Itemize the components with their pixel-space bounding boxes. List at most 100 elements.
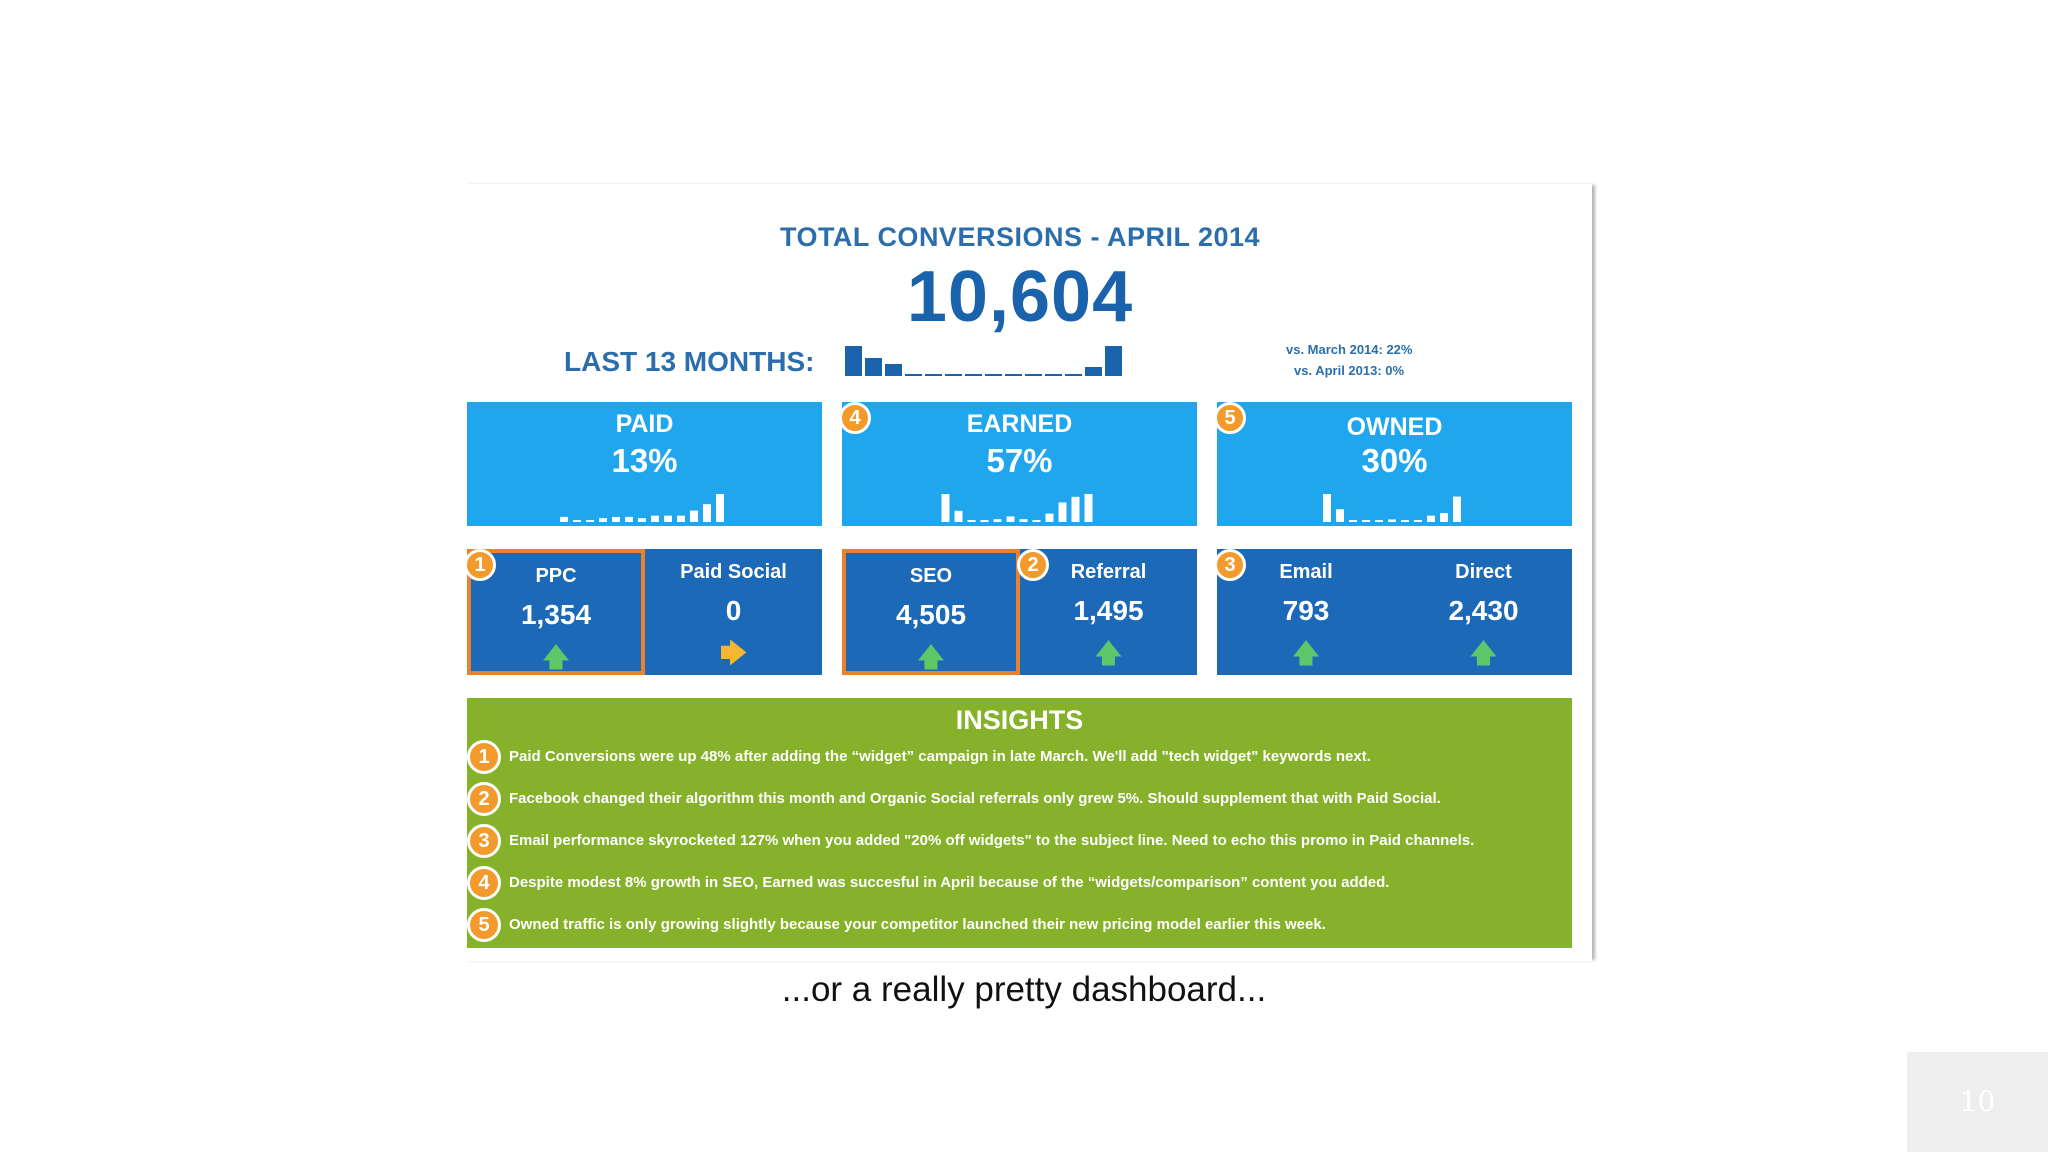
spark-bar	[1362, 520, 1370, 522]
insight-badge: 5	[467, 908, 501, 942]
spark-bar	[1349, 520, 1357, 522]
panel-owned: OWNED 30%	[1217, 402, 1572, 526]
spark-bar	[1440, 513, 1448, 522]
panel-earned-sparkline	[941, 494, 1093, 522]
month-bar	[1025, 374, 1042, 376]
spark-bar	[1401, 520, 1409, 522]
last-13-months-sparkline	[845, 346, 1122, 376]
spark-bar	[599, 518, 607, 522]
spark-bar	[954, 510, 963, 522]
badge-3: 3	[1214, 549, 1246, 581]
month-bar	[885, 364, 902, 376]
insight-text: Email performance skyrocketed 127% when …	[509, 832, 1475, 849]
metric-direct-value: 2,430	[1448, 595, 1519, 626]
metric-ppc-label: PPC	[535, 565, 577, 587]
up-arrow-icon: 🡅	[542, 642, 570, 672]
up-arrow-icon: 🡅	[1095, 638, 1122, 668]
month-bar	[945, 374, 962, 376]
spark-bar	[993, 519, 1002, 522]
spark-bar	[625, 516, 633, 522]
insight-badge: 3	[467, 824, 501, 858]
panel-earned: EARNED 57%	[842, 402, 1197, 526]
badge-5: 5	[1214, 402, 1246, 434]
spark-bar	[586, 520, 594, 522]
insight-badge: 4	[467, 866, 501, 900]
badge-1: 1	[464, 549, 496, 581]
spark-bar	[980, 520, 989, 522]
metric-email-label: Email	[1279, 561, 1333, 583]
spark-bar	[1375, 520, 1383, 522]
page-number: 10	[1907, 1052, 2048, 1152]
spark-bar	[560, 516, 568, 522]
metric-referral-value: 1,495	[1073, 595, 1144, 626]
spark-bar	[1045, 513, 1054, 522]
panel-owned-title: OWNED	[1346, 413, 1443, 441]
panel-earned-title: EARNED	[966, 410, 1073, 438]
insight-text: Facebook changed their algorithm this mo…	[509, 790, 1441, 807]
insights-title: INSIGHTS	[955, 705, 1084, 735]
month-bar	[985, 374, 1002, 376]
dashboard-title: TOTAL CONVERSIONS - APRIL 2014	[779, 222, 1261, 252]
spark-bar	[1336, 509, 1344, 522]
spark-bar	[1071, 496, 1080, 522]
spark-bar	[967, 520, 976, 522]
spark-bar	[651, 515, 659, 522]
month-bar	[1065, 374, 1082, 376]
spark-bar	[1032, 520, 1041, 522]
compare-march: vs. March 2014: 22%	[1286, 342, 1413, 357]
panel-earned-percent: 57%	[986, 442, 1053, 479]
metric-ppc: PPC 1,354 🡅	[467, 549, 645, 675]
metric-paid-social-label: Paid Social	[680, 561, 787, 583]
insight-badge: 2	[467, 782, 501, 816]
badge-4: 4	[839, 402, 871, 434]
spark-bar	[664, 515, 672, 522]
panel-paid-percent: 13%	[611, 442, 678, 479]
month-bar	[1005, 374, 1022, 376]
spark-bar	[1427, 515, 1435, 522]
total-conversions: 10,604	[906, 257, 1134, 337]
panel-paid-title: PAID	[615, 410, 674, 438]
month-bar	[1045, 374, 1062, 376]
spark-bar	[1019, 519, 1028, 522]
spark-bar	[1414, 520, 1422, 522]
dashboard-image: TOTAL CONVERSIONS - APRIL 2014 10,604 LA…	[462, 184, 1592, 961]
spark-bar	[716, 494, 724, 522]
metric-seo-value: 4,505	[895, 599, 967, 630]
metric-seo: SEO 4,505 🡅	[842, 549, 1020, 675]
spark-bar	[1006, 516, 1015, 522]
up-arrow-icon: 🡅	[917, 642, 945, 672]
spark-bar	[690, 510, 698, 522]
month-bar	[865, 358, 882, 376]
metric-direct-label: Direct	[1455, 561, 1512, 583]
metric-paid-social: Paid Social 0 🡆	[645, 549, 822, 675]
compare-april: vs. April 2013: 0%	[1294, 363, 1405, 378]
up-arrow-icon: 🡅	[1470, 638, 1497, 668]
metrics-paid: PPC 1,354 🡅 Paid Social 0 🡆	[467, 549, 822, 675]
spark-bar	[1058, 502, 1067, 522]
slide-caption: ...or a really pretty dashboard...	[781, 970, 1267, 1009]
metrics-owned: Email 793 🡅 Direct 2,430 🡅	[1217, 549, 1572, 675]
spark-bar	[638, 518, 646, 522]
spark-bar	[1453, 496, 1461, 522]
spark-bar	[573, 520, 581, 522]
month-bar	[1085, 367, 1102, 376]
spark-bar	[941, 494, 950, 522]
insight-text: Owned traffic is only growing slightly b…	[509, 916, 1326, 933]
month-bar	[905, 374, 922, 376]
spark-bar	[677, 515, 685, 522]
panel-owned-percent: 30%	[1361, 442, 1428, 479]
month-bar	[925, 374, 942, 376]
last-13-months-label: LAST 13 MONTHS:	[564, 346, 815, 377]
spark-bar	[703, 504, 711, 522]
spark-bar	[1084, 494, 1093, 522]
month-bar	[1105, 346, 1122, 376]
metric-email-value: 793	[1282, 595, 1330, 626]
metric-paid-social-value: 0	[725, 595, 742, 626]
right-arrow-icon: 🡆	[720, 638, 747, 668]
up-arrow-icon: 🡅	[1292, 638, 1320, 668]
insight-text: Paid Conversions were up 48% after addin…	[509, 748, 1371, 765]
badge-2: 2	[1017, 549, 1049, 581]
insight-text: Despite modest 8% growth in SEO, Earned …	[509, 874, 1390, 891]
panel-paid-sparkline	[560, 494, 724, 522]
metric-referral-label: Referral	[1070, 561, 1147, 583]
